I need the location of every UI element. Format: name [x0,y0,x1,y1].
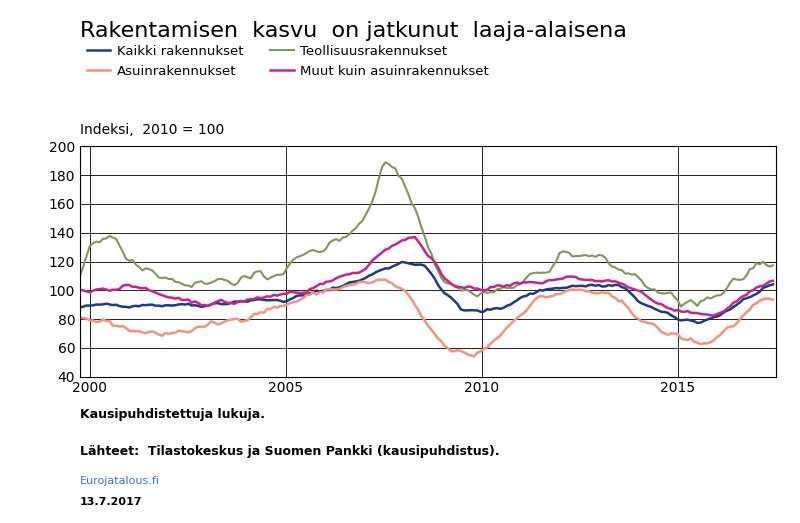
Text: Kausipuhdistettuja lukuja.: Kausipuhdistettuja lukuja. [80,408,265,421]
Teollisuusrakennukset [128,257,138,263]
Asuinrakennukset [594,290,604,297]
Text: Rakentamisen  kasvu  on jatkunut  laaja-alaisena: Rakentamisen kasvu on jatkunut laaja-ala… [80,21,627,41]
Muut kuin asuinrakennukset [673,307,682,313]
Asuinrakennukset [111,323,121,329]
Teollisuusrakennukset [414,213,423,220]
Asuinrakennukset [768,297,778,303]
Text: 13.7.2017: 13.7.2017 [80,497,142,507]
Legend: Kaikki rakennukset, Asuinrakennukset, Teollisuusrakennukset, Muut kuin asuinrake: Kaikki rakennukset, Asuinrakennukset, Te… [86,45,489,78]
Asuinrakennukset [470,353,479,359]
Asuinrakennukset [381,277,390,283]
Kaikki rakennukset [128,303,138,310]
Muut kuin asuinrakennukset [75,287,85,293]
Text: Indeksi,  2010 = 100: Indeksi, 2010 = 100 [80,123,224,137]
Asuinrakennukset [75,314,85,321]
Kaikki rakennukset [768,281,778,288]
Asuinrakennukset [574,287,584,293]
Line: Muut kuin asuinrakennukset: Muut kuin asuinrakennukset [80,237,773,315]
Teollisuusrakennukset [673,297,682,303]
Asuinrakennukset [414,307,423,313]
Line: Asuinrakennukset: Asuinrakennukset [80,280,773,356]
Muut kuin asuinrakennukset [410,234,420,240]
Teollisuusrakennukset [571,253,581,259]
Muut kuin asuinrakennukset [571,274,581,280]
Teollisuusrakennukset [768,262,778,268]
Teollisuusrakennukset [590,254,600,260]
Kaikki rakennukset [75,304,85,311]
Muut kuin asuinrakennukset [111,287,121,293]
Muut kuin asuinrakennukset [128,283,138,290]
Kaikki rakennukset [590,282,600,289]
Teollisuusrakennukset [75,272,85,279]
Teollisuusrakennukset [381,159,390,165]
Kaikki rakennukset [397,259,406,265]
Line: Teollisuusrakennukset: Teollisuusrakennukset [80,162,773,306]
Teollisuusrakennukset [111,236,121,242]
Kaikki rakennukset [571,283,581,289]
Muut kuin asuinrakennukset [768,278,778,284]
Asuinrakennukset [128,328,138,334]
Kaikki rakennukset [693,320,702,326]
Teollisuusrakennukset [676,303,686,310]
Kaikki rakennukset [414,262,423,268]
Kaikki rakennukset [673,316,682,323]
Text: Eurojatalous.fi: Eurojatalous.fi [80,476,160,486]
Muut kuin asuinrakennukset [414,238,423,244]
Asuinrakennukset [676,335,686,342]
Kaikki rakennukset [111,302,121,308]
Text: Lähteet:  Tilastokeskus ja Suomen Pankki (kausipuhdistus).: Lähteet: Tilastokeskus ja Suomen Pankki … [80,445,500,458]
Muut kuin asuinrakennukset [709,312,718,319]
Line: Kaikki rakennukset: Kaikki rakennukset [80,262,773,323]
Muut kuin asuinrakennukset [590,278,600,285]
